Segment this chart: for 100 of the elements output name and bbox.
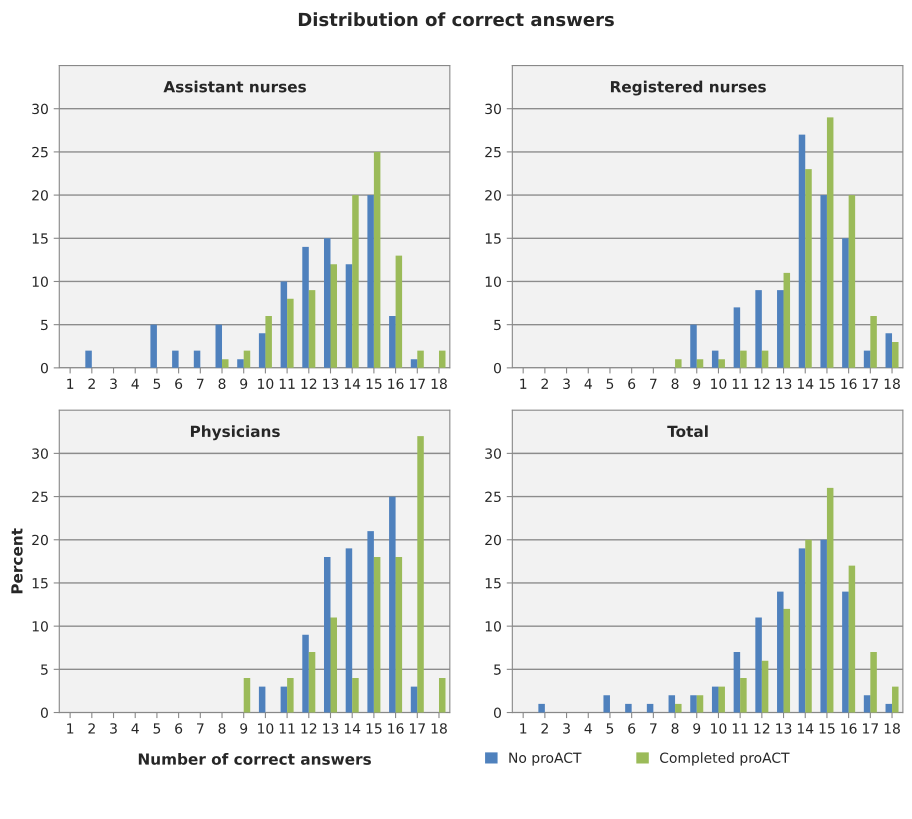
y-tick-label: 20 [485, 190, 501, 201]
x-tick-label: 13 [323, 723, 338, 734]
bar [848, 566, 856, 713]
x-tick-label: 15 [366, 378, 382, 390]
x-tick-label: 9 [693, 378, 700, 390]
bar [870, 316, 877, 368]
x-tick-label: 5 [154, 378, 160, 390]
bar [367, 195, 374, 368]
bar [826, 488, 834, 713]
x-tick-label: 11 [280, 378, 295, 389]
x-tick-label: 10 [258, 378, 274, 390]
bar [330, 264, 338, 368]
bar [280, 686, 288, 713]
y-tick-label: 20 [32, 190, 48, 201]
x-tick-label: 14 [798, 723, 814, 734]
text: Total [667, 425, 708, 438]
y-tick-label: 5 [494, 320, 501, 330]
bar [244, 350, 250, 368]
x-tick-label: 14 [798, 378, 814, 389]
x-tick-label: 4 [584, 723, 592, 734]
bar [784, 272, 790, 368]
x-tick-label: 6 [628, 723, 636, 734]
bar [712, 686, 718, 713]
x-tick-label: 5 [154, 723, 160, 734]
bar [740, 678, 747, 713]
x-tick-label: 4 [131, 378, 139, 389]
x-tick-label: 16 [388, 378, 404, 390]
y-tick-label: 20 [32, 534, 48, 546]
y-tick-label: 25 [32, 146, 48, 158]
y-tick-label: 10 [32, 621, 48, 632]
x-tick-label: 2 [88, 378, 95, 389]
y-tick-label: 5 [41, 320, 48, 330]
x-tick-label: 15 [820, 723, 835, 734]
x-tick-label: 11 [732, 723, 748, 734]
bar [346, 264, 352, 368]
bar [374, 152, 380, 368]
bar [396, 256, 402, 368]
y-tick-label: 10 [486, 276, 501, 287]
y-tick-label: 10 [486, 621, 501, 632]
x-tick-label: 3 [563, 378, 570, 390]
bar [886, 333, 892, 368]
bar [668, 695, 676, 713]
bar [805, 540, 812, 713]
bar [798, 134, 806, 368]
x-tick-label: 5 [606, 723, 614, 734]
bar [244, 678, 250, 713]
x-tick-label: 8 [218, 378, 226, 390]
bar [625, 704, 632, 713]
x-tick-label: 18 [432, 378, 447, 390]
x-tick-label: 1 [520, 723, 526, 734]
x-tick-label: 18 [884, 378, 900, 390]
y-tick-label: 25 [485, 492, 501, 502]
bar [417, 350, 424, 368]
x-tick-label: 8 [672, 723, 679, 734]
bar [538, 704, 545, 713]
x-tick-label: 13 [776, 378, 792, 390]
bar [308, 652, 316, 713]
bar [892, 342, 899, 368]
y-tick-label: 0 [494, 708, 501, 718]
y-tick-label: 5 [41, 664, 48, 675]
x-tick-label: 6 [175, 378, 182, 390]
x-tick-label: 2 [541, 378, 548, 389]
bar [777, 290, 784, 368]
x-tick-label: 12 [754, 723, 770, 734]
x-tick-label: 6 [175, 723, 182, 734]
x-tick-label: 8 [672, 378, 679, 390]
bar [755, 290, 762, 368]
bar [718, 686, 725, 713]
bar [216, 324, 222, 368]
x-tick-label: 15 [820, 378, 835, 390]
x-tick-label: 16 [388, 723, 404, 734]
bar [258, 333, 266, 368]
x-tick-label: 9 [693, 723, 700, 734]
chart-title: Distribution of correct answers [298, 12, 614, 26]
bar [287, 298, 294, 368]
bar [798, 548, 806, 713]
x-tick-label: 17 [863, 378, 878, 389]
bar [194, 350, 200, 368]
x-tick-label: 11 [732, 378, 748, 389]
x-tick-label: 3 [110, 723, 117, 734]
bar [330, 618, 338, 713]
x-tick-label: 6 [628, 378, 636, 390]
x-tick-label: 7 [650, 723, 657, 734]
x-tick-label: 3 [563, 723, 570, 734]
bar [870, 652, 877, 713]
x-tick-label: 1 [67, 378, 74, 389]
bar [820, 195, 827, 368]
bar [826, 117, 834, 368]
bar [396, 557, 402, 713]
legend-label: Completed proACT [660, 752, 790, 766]
bar [287, 678, 294, 713]
bar [410, 686, 418, 713]
bar [718, 359, 725, 368]
bar [696, 359, 704, 368]
x-tick-label: 10 [711, 723, 726, 734]
bar [696, 695, 704, 713]
bar [646, 704, 654, 713]
y-tick-label: 30 [32, 104, 48, 114]
bar [864, 695, 870, 713]
bar [734, 652, 740, 713]
